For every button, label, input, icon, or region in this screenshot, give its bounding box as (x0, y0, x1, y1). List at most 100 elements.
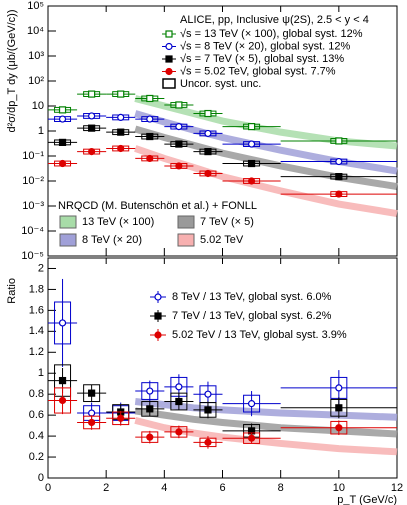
marker (175, 101, 183, 109)
marker (204, 390, 212, 398)
legend-swatch (59, 215, 77, 229)
marker (117, 113, 125, 121)
legend-label: √s = 13 TeV (× 100), global syst. 12% (180, 28, 363, 40)
y-tick-label: 0.4 (29, 430, 44, 442)
marker (204, 406, 212, 414)
legend-swatch (177, 233, 195, 247)
marker (88, 124, 96, 132)
marker (175, 140, 183, 148)
marker (117, 128, 125, 136)
y-tick-label: 10⁻⁵ (21, 250, 44, 262)
marker (117, 144, 125, 153)
marker (204, 109, 212, 118)
marker (204, 147, 212, 156)
marker (146, 387, 154, 395)
marker (175, 428, 183, 436)
marker (117, 414, 125, 422)
x-tick-label: 4 (161, 482, 167, 494)
marker (335, 190, 343, 198)
y-tick-label: 1 (38, 125, 44, 137)
x-tick-label: 8 (278, 482, 284, 494)
legend-label: 8 TeV (× 20) (82, 234, 142, 246)
x-tick-label: 0 (45, 482, 51, 494)
marker (165, 42, 173, 51)
marker (146, 94, 154, 103)
legend-swatch (59, 233, 77, 247)
marker (146, 115, 154, 123)
legend-box (162, 78, 176, 89)
marker (58, 159, 67, 168)
marker (175, 122, 183, 131)
y-axis-label: Ratio (6, 278, 18, 304)
x-axis-label: p_T (GeV/c) (337, 494, 397, 505)
marker (204, 129, 212, 138)
marker (88, 418, 96, 427)
y-tick-label: 10³ (28, 50, 44, 62)
marker (117, 90, 125, 98)
legend-label: 5.02 TeV / 13 TeV, global syst. 3.9% (172, 329, 347, 341)
marker (247, 159, 256, 168)
x-tick-label: 12 (391, 482, 403, 494)
marker (335, 384, 343, 392)
marker (175, 162, 183, 170)
legend-swatch (177, 215, 195, 229)
y-tick-label: 2 (38, 262, 44, 274)
y-axis-label: d²σ/dp_T dy (μb/(GeV/c)) (6, 10, 18, 133)
marker (335, 157, 343, 166)
marker (335, 424, 343, 432)
y-tick-label: 1.8 (29, 283, 44, 295)
theory-title: NRQCD (M. Butenschön et al.) + FONLL (58, 200, 257, 212)
x-tick-label: 2 (103, 482, 109, 494)
theory-band (134, 416, 398, 456)
marker (247, 434, 256, 442)
y-tick-label: 10 (32, 100, 44, 112)
legend-label: Uncor. syst. unc. (180, 78, 261, 90)
marker (175, 383, 183, 391)
marker (58, 106, 67, 114)
y-tick-label: 1.6 (29, 304, 44, 316)
marker (88, 90, 96, 98)
marker (88, 112, 96, 120)
y-tick-label: 10⁻³ (22, 200, 44, 212)
y-tick-label: 10⁻¹ (22, 150, 44, 162)
marker (175, 397, 183, 406)
legend-label: 13 TeV (× 100) (82, 216, 154, 228)
legend-label: √s = 7 TeV (× 5), global syst. 13% (180, 53, 344, 65)
marker (146, 405, 154, 413)
y-tick-label: 0.8 (29, 388, 44, 400)
marker (58, 115, 67, 123)
y-tick-label: 10⁵ (27, 0, 44, 12)
theory-band (134, 125, 398, 191)
marker (247, 177, 256, 185)
marker (146, 433, 154, 441)
y-tick-label: 10² (28, 75, 44, 87)
marker (335, 404, 343, 412)
marker (247, 400, 256, 408)
legend-title: ALICE, pp, Inclusive ψ(2S), 2.5 < y < 4 (180, 14, 369, 26)
marker (335, 172, 343, 181)
marker (146, 132, 154, 141)
marker (165, 67, 173, 76)
marker (58, 396, 67, 405)
y-tick-label: 0 (38, 472, 44, 484)
y-tick-label: 1.2 (29, 346, 44, 358)
marker (247, 122, 256, 131)
marker (247, 140, 256, 148)
marker (58, 319, 67, 327)
y-tick-label: 0.6 (29, 409, 44, 421)
legend-label: √s = 8 TeV (× 20), global syst. 12% (180, 40, 351, 52)
marker (88, 147, 96, 156)
y-tick-label: 10⁻² (22, 175, 44, 187)
marker (165, 30, 173, 38)
marker (204, 438, 212, 446)
marker (154, 331, 162, 339)
x-tick-label: 10 (333, 482, 345, 494)
x-tick-label: 6 (219, 482, 225, 494)
marker (88, 389, 96, 397)
marker (146, 154, 154, 163)
marker (58, 138, 67, 146)
y-tick-label: 10⁴ (27, 25, 44, 37)
legend-label: 5.02 TeV (200, 234, 244, 246)
y-tick-label: 1.4 (29, 325, 44, 337)
